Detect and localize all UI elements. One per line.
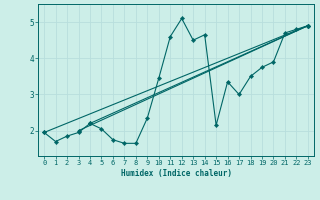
X-axis label: Humidex (Indice chaleur): Humidex (Indice chaleur)	[121, 169, 231, 178]
